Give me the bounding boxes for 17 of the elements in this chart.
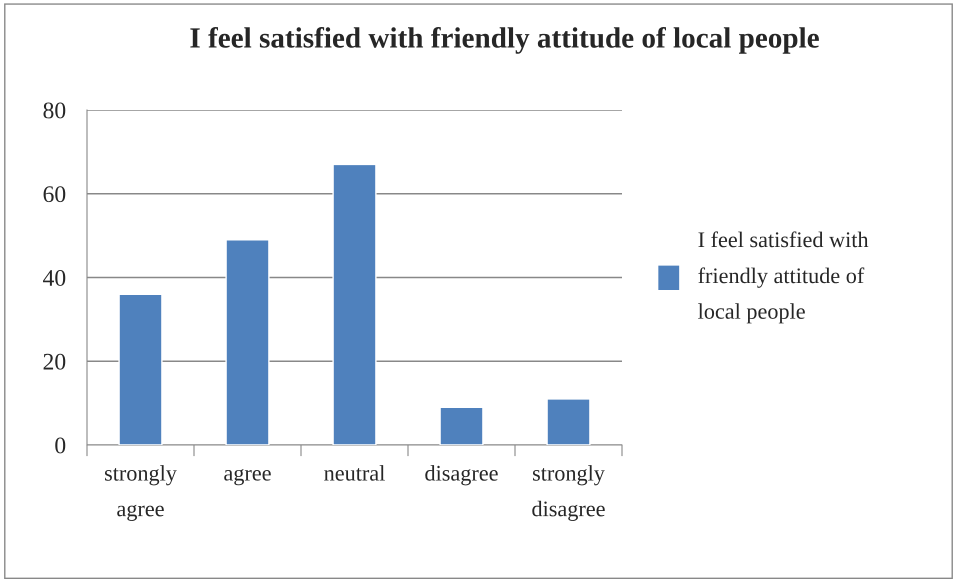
x-tick-label: neutral: [324, 465, 385, 481]
chart-title: I feel satisfied with friendly attitude of local people: [190, 26, 819, 54]
y-tick-label: 40: [43, 270, 66, 286]
x-tick-label: strongly disagree: [532, 465, 605, 521]
bar: [225, 239, 270, 445]
x-tick-label: agree: [224, 469, 271, 486]
x-tick-label: strongly agree: [104, 465, 177, 521]
bar: [332, 164, 377, 445]
y-tick-label: 60: [44, 186, 66, 202]
y-tick-label: 0: [55, 437, 66, 454]
legend-label: I feel satisfied with friendly attitude of local people: [698, 231, 868, 324]
y-tick-label: 20: [44, 354, 66, 370]
bar: [439, 406, 484, 445]
bar: [546, 398, 591, 445]
bar: [118, 294, 163, 445]
y-tick-label: 80: [43, 102, 66, 118]
x-tick-label: disagree: [425, 465, 498, 486]
